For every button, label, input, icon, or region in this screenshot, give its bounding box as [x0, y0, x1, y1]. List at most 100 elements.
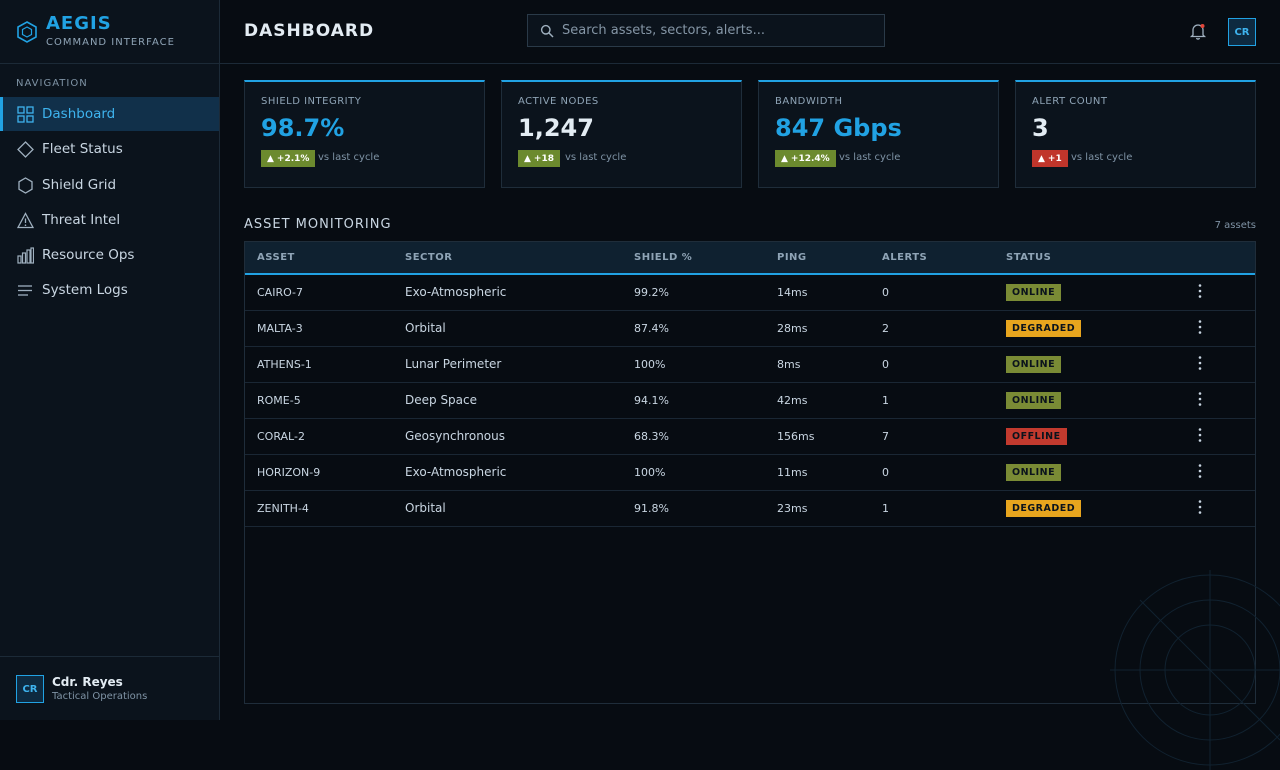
sidebar-item-label: Resource Ops [42, 247, 135, 264]
notification-bell-icon[interactable] [1189, 22, 1207, 40]
status-cell: ONLINE [994, 454, 1175, 490]
alerts-cell: 7 [882, 429, 889, 443]
app-subtitle: COMMAND INTERFACE [46, 37, 175, 48]
table-row[interactable]: ATHENS-1 Lunar Perimeter 100% 8ms 0 ONLINE [245, 346, 1255, 382]
sidebar-item-dashboard[interactable]: Dashboard [0, 97, 219, 131]
sidebar-item-label: Threat Intel [42, 211, 121, 228]
actions-cell [1175, 274, 1255, 310]
column-header-shield[interactable]: SHIELD % [634, 252, 693, 263]
sector-cell: Geosynchronous [405, 429, 506, 443]
table-row[interactable]: CORAL-2 Geosynchronous 68.3% 156ms 7 OFFLINE [245, 418, 1255, 454]
sidebar-item-label: System Logs [42, 282, 128, 299]
ping-cell: 11ms [777, 465, 808, 479]
shield-cell: 94.1% [634, 393, 669, 407]
sidebar-item-threat-intel[interactable]: Threat Intel [0, 203, 219, 237]
avatar[interactable]: CR [1228, 18, 1256, 46]
status-badge: ONLINE [1006, 391, 1062, 409]
actions-cell [1175, 310, 1255, 346]
table-row[interactable]: HORIZON-9 Exo-Atmospheric 100% 11ms 0 ONLINE [245, 454, 1255, 490]
more-options-icon[interactable] [1197, 463, 1203, 479]
asset-cell: ATHENS-1 [257, 357, 312, 371]
status-cell: OFFLINE [994, 418, 1175, 454]
delta-value: +1 [1047, 153, 1062, 164]
brand[interactable]: AEGIS COMMAND INTERFACE [16, 13, 216, 53]
grid-icon [17, 106, 34, 123]
asset-cell: CAIRO-7 [257, 285, 304, 299]
shield-cell: 99.2% [634, 285, 669, 299]
search-box[interactable] [527, 14, 885, 47]
bar-chart-icon [17, 247, 34, 264]
table-row[interactable]: CAIRO-7 Exo-Atmospheric 99.2% 14ms 0 ONLINE [245, 274, 1255, 310]
alerts-cell: 2 [882, 321, 889, 335]
column-header-asset[interactable]: ASSET [257, 252, 295, 263]
table-body: CAIRO-7 Exo-Atmospheric 99.2% 14ms 0 ONLINE MA… [245, 274, 1255, 526]
ping-cell: 28ms [777, 321, 808, 335]
sector-cell: Orbital [405, 501, 446, 515]
table-row[interactable]: ZENITH-4 Orbital 91.8% 23ms 1 DEGRADED [245, 490, 1255, 526]
stat-cards: SHIELD INTEGRITY 98.7% ▲ +2.1% vs last cy… [244, 80, 1256, 188]
delta-value: +2.1% [276, 153, 310, 164]
stat-card-shield-integrity: SHIELD INTEGRITY 98.7% ▲ +2.1% vs last cy… [244, 80, 485, 188]
ping-cell: 8ms [777, 357, 801, 371]
sidebar-item-label: Dashboard [42, 106, 116, 122]
ping-cell: 14ms [777, 285, 808, 299]
more-options-icon[interactable] [1197, 427, 1203, 443]
asset-count: 7 assets [1214, 220, 1256, 231]
shield-cell: 100% [634, 357, 666, 371]
sidebar-item-resource-ops[interactable]: Resource Ops [0, 238, 219, 272]
warning-triangle-icon [17, 212, 34, 229]
status-badge: ONLINE [1006, 283, 1062, 301]
stat-label: ALERT COUNT [1032, 96, 1108, 107]
up-arrow-icon: ▲ [781, 153, 788, 164]
up-arrow-icon: ▲ [1038, 153, 1045, 164]
stat-label: ACTIVE NODES [518, 96, 599, 107]
hexagon-icon [18, 176, 33, 194]
stat-card-alert-count: ALERT COUNT 3 ▲ +1 vs last cycle [1015, 80, 1256, 188]
nav-heading: NAVIGATION [16, 78, 88, 89]
sidebar-item-label: Fleet Status [42, 141, 123, 158]
column-header-status[interactable]: STATUS [1006, 252, 1052, 263]
search-icon [540, 24, 554, 38]
user-name: Cdr. Reyes [52, 675, 123, 689]
actions-cell [1175, 382, 1255, 418]
status-cell: ONLINE [994, 382, 1175, 418]
sidebar-item-system-logs[interactable]: System Logs [0, 273, 219, 307]
more-options-icon[interactable] [1197, 283, 1203, 299]
avatar: CR [16, 675, 44, 703]
sidebar: AEGIS COMMAND INTERFACE NAVIGATION Dashb… [0, 0, 220, 720]
shield-cell: 68.3% [634, 429, 669, 443]
more-options-icon[interactable] [1197, 391, 1203, 407]
status-badge: ONLINE [1006, 463, 1062, 481]
column-header-sector[interactable]: SECTOR [405, 252, 453, 263]
sector-cell: Orbital [405, 321, 446, 335]
stat-comparison: vs last cycle [318, 152, 380, 163]
status-cell: ONLINE [994, 346, 1175, 382]
stat-card-bandwidth: BANDWIDTH 847 Gbps ▲ +12.4% vs last cycle [758, 80, 999, 188]
asset-cell: HORIZON-9 [257, 465, 321, 479]
table-row[interactable]: ROME-5 Deep Space 94.1% 42ms 1 ONLINE [245, 382, 1255, 418]
stat-comparison: vs last cycle [565, 152, 627, 163]
stat-label: BANDWIDTH [775, 96, 843, 107]
hexagon-logo-icon [17, 21, 37, 43]
stat-value: 3 [1032, 114, 1049, 142]
alerts-cell: 0 [882, 465, 889, 479]
search-input[interactable] [562, 15, 872, 46]
sidebar-item-fleet-status[interactable]: Fleet Status [0, 132, 219, 166]
status-cell: DEGRADED [994, 490, 1175, 526]
alerts-cell: 0 [882, 285, 889, 299]
status-cell: ONLINE [994, 274, 1175, 310]
column-header-ping[interactable]: PING [777, 252, 807, 263]
table-row[interactable]: MALTA-3 Orbital 87.4% 28ms 2 DEGRADED [245, 310, 1255, 346]
more-options-icon[interactable] [1197, 355, 1203, 371]
column-header-alerts[interactable]: ALERTS [882, 252, 928, 263]
user-role: Tactical Operations [52, 691, 148, 702]
more-options-icon[interactable] [1197, 319, 1203, 335]
sector-cell: Deep Space [405, 393, 478, 407]
sidebar-item-shield-grid[interactable]: Shield Grid [0, 168, 219, 202]
user-profile[interactable]: CR Cdr. Reyes Tactical Operations [0, 656, 219, 721]
stat-card-active-nodes: ACTIVE NODES 1,247 ▲ +18 vs last cycle [501, 80, 742, 188]
delta-value: +12.4% [790, 153, 830, 164]
column-header-actions [1175, 242, 1255, 274]
radar-decoration [1110, 570, 1280, 770]
more-options-icon[interactable] [1197, 499, 1203, 515]
